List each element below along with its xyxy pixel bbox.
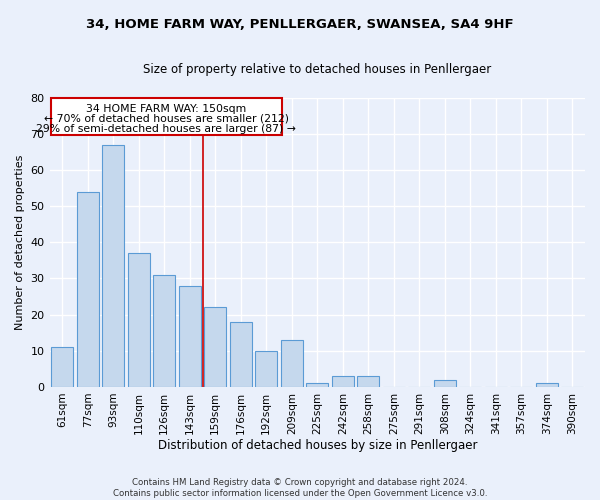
Y-axis label: Number of detached properties: Number of detached properties bbox=[15, 154, 25, 330]
Bar bbox=[77, 192, 98, 387]
Text: Contains HM Land Registry data © Crown copyright and database right 2024.
Contai: Contains HM Land Registry data © Crown c… bbox=[113, 478, 487, 498]
Bar bbox=[103, 144, 124, 387]
Bar bbox=[128, 253, 149, 387]
X-axis label: Distribution of detached houses by size in Penllergaer: Distribution of detached houses by size … bbox=[158, 440, 477, 452]
Text: 34, HOME FARM WAY, PENLLERGAER, SWANSEA, SA4 9HF: 34, HOME FARM WAY, PENLLERGAER, SWANSEA,… bbox=[86, 18, 514, 30]
Bar bbox=[154, 275, 175, 387]
Bar bbox=[307, 384, 328, 387]
FancyBboxPatch shape bbox=[51, 98, 281, 136]
Bar bbox=[205, 308, 226, 387]
Title: Size of property relative to detached houses in Penllergaer: Size of property relative to detached ho… bbox=[143, 62, 491, 76]
Bar bbox=[230, 322, 251, 387]
Bar bbox=[358, 376, 379, 387]
Bar bbox=[536, 384, 557, 387]
Bar bbox=[281, 340, 302, 387]
Bar bbox=[332, 376, 353, 387]
Bar bbox=[52, 347, 73, 387]
Text: ← 70% of detached houses are smaller (212): ← 70% of detached houses are smaller (21… bbox=[44, 114, 289, 124]
Bar bbox=[256, 351, 277, 387]
Bar bbox=[434, 380, 455, 387]
Text: 29% of semi-detached houses are larger (87) →: 29% of semi-detached houses are larger (… bbox=[36, 124, 296, 134]
Bar bbox=[179, 286, 200, 387]
Text: 34 HOME FARM WAY: 150sqm: 34 HOME FARM WAY: 150sqm bbox=[86, 104, 247, 114]
